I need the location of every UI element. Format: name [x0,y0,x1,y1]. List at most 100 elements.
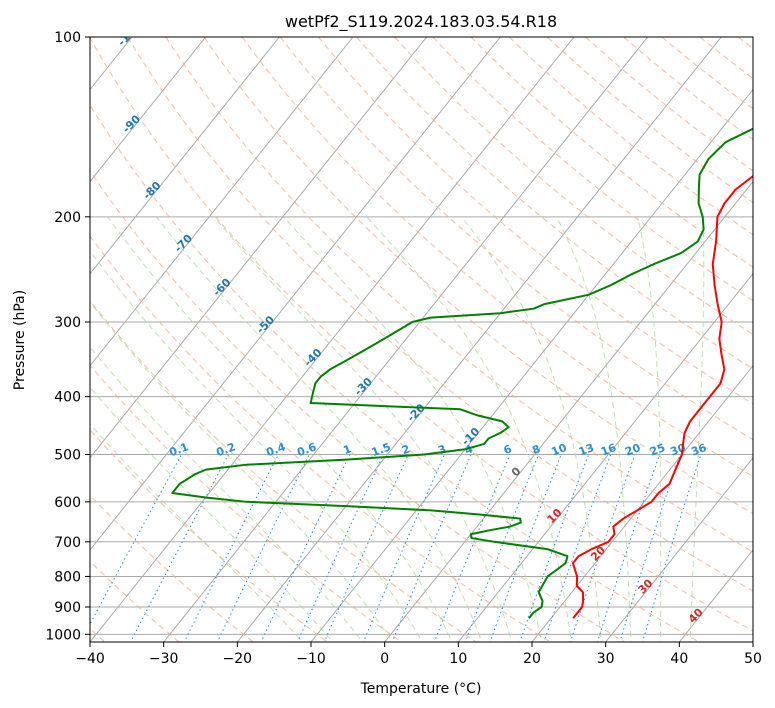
isotherm-line [457,272,753,642]
isotherm-line [310,88,753,642]
dry-adiabat-line [241,37,753,477]
mixing-ratio-line [489,454,562,642]
dry-adiabat-line [356,37,753,370]
moist-adiabat-line [155,216,483,642]
moist-adiabat-line [90,386,334,642]
mixing-ratio-line [323,454,409,642]
dry-adiabat-line [127,37,753,592]
isotherm-line [90,37,575,642]
x-tick-label: 50 [744,651,762,667]
dry-adiabat-line [90,494,254,642]
mixing-ratio-line [543,454,612,642]
isotherm-line [384,180,753,642]
dry-adiabat-line [90,364,403,642]
isotherm-line [90,37,280,275]
y-tick-label: 300 [54,315,81,331]
x-tick-label: −40 [75,651,105,667]
mixing-ratio-label: 10 [550,441,569,459]
y-tick-label: 800 [54,569,81,585]
isotherm-line [752,641,753,642]
mixing-ratio-line [296,454,384,642]
mixing-ratio-line [642,454,702,642]
dry-adiabat-line [623,37,753,141]
isotherm-line [90,37,207,183]
mixing-ratio-label: 3 [436,442,448,457]
y-tick-label: 400 [54,390,81,406]
dry-adiabat-line [203,37,753,515]
mixing-ratio-label: 0.4 [264,440,287,459]
moist-adiabat-line [90,423,304,642]
mixing-ratio-label: 20 [623,441,642,459]
x-tick-label: 30 [597,651,615,667]
moist-adiabat-line [637,216,662,642]
isotherm-line [0,37,58,642]
plot-background [90,37,753,642]
y-tick-label: 700 [54,535,81,551]
mixing-ratio-line [519,454,590,642]
isotherm-line [531,364,753,642]
dry-adiabat-line [90,170,625,642]
mixing-ratio-label: 6 [502,442,514,457]
dry-adiabat-line [318,37,753,405]
y-tick-label: 100 [54,30,81,46]
x-tick-label: −20 [223,651,253,667]
mixing-ratio-label: 25 [648,441,667,458]
mixing-ratio-label: 2 [400,442,412,457]
y-tick-label: 1000 [45,627,81,643]
dry-adiabat-line [432,37,753,302]
moist-adiabat-line [461,216,602,642]
y-tick-label: 200 [54,210,81,226]
isotherm-line [90,37,428,459]
dry-adiabat-line [547,37,753,204]
isotherm-line [163,37,649,642]
mixing-ratio-label: 0.2 [214,440,237,459]
y-axis-title: Pressure (hPa) [12,290,28,390]
mixing-ratio-label: 0.6 [295,440,318,459]
moist-adiabat-line [107,216,453,642]
dewpoint-profile-line [171,127,753,619]
x-tick-label: 0 [380,651,389,667]
dry-adiabat-line [90,299,477,642]
moist-adiabat-line [555,216,632,642]
x-tick-label: 10 [449,651,467,667]
dry-adiabat-line [508,37,753,236]
x-tick-label: −30 [149,651,179,667]
mixing-ratio-label: 4 [463,442,475,457]
dry-adiabat-line [165,37,753,553]
mixing-ratio-label: 8 [530,442,542,457]
isotherm-line [90,37,354,367]
isotherm-line [605,457,753,642]
mixing-ratio-line [362,454,445,642]
mixing-ratio-label: 13 [577,441,596,458]
isotherm-line [90,37,501,551]
dry-adiabat-line [394,37,753,336]
temperature-profile-line [571,174,753,619]
y-tick-label: 600 [54,495,81,511]
mixing-ratio-label: 36 [689,441,708,459]
mixing-ratio-label: 16 [599,441,618,459]
moist-adiabat-line [90,301,393,642]
plot-frame [89,36,754,643]
dry-adiabat-line [90,104,700,642]
x-tick-label: 20 [523,651,541,667]
moist-adiabat-line [283,216,543,642]
mixing-ratio-line [260,454,351,642]
isotherm-line [236,37,722,642]
dry-adiabat-label: -100 [115,20,144,49]
mixing-ratio-label: 1 [342,442,354,457]
moist-adiabat-line [90,346,363,642]
dry-adiabat-line [90,37,753,632]
moist-adiabat-line [689,216,705,642]
mixing-ratio-label: 0.1 [168,440,191,459]
dry-adiabat-line [279,37,753,441]
dry-adiabat-line [90,235,551,642]
mixing-ratio-line [619,454,681,642]
y-tick-label: 500 [54,448,81,464]
y-tick-label: 900 [54,600,81,616]
mixing-ratio-label: 1.5 [370,440,393,459]
x-tick-label: −10 [296,651,326,667]
x-tick-label: 40 [670,651,688,667]
moist-adiabat-line [90,250,423,642]
x-axis-title: Temperature (°C) [360,681,482,697]
